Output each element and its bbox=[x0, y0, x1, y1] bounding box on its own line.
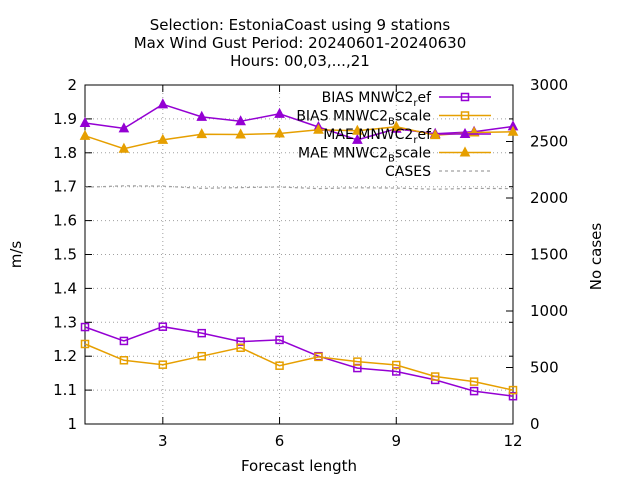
y-tick-label: 1.9 bbox=[53, 110, 77, 128]
data-point bbox=[79, 116, 91, 127]
data-point bbox=[352, 124, 363, 135]
data-point bbox=[314, 352, 323, 362]
data-point bbox=[274, 107, 285, 118]
y-tick-label: 1.8 bbox=[53, 144, 77, 162]
y-tick-label: 1.5 bbox=[53, 246, 77, 264]
legend-label: MAE MNWC2ref bbox=[323, 127, 432, 146]
series-5 bbox=[84, 185, 514, 190]
data-point bbox=[392, 360, 401, 370]
data-point bbox=[469, 386, 479, 396]
data-point bbox=[459, 127, 471, 138]
data-point bbox=[236, 337, 245, 346]
title-line: Selection: EstoniaCoast using 9 stations bbox=[150, 16, 451, 34]
y-tick-label: 1.3 bbox=[53, 313, 77, 331]
y2-tick-label: 0 bbox=[530, 415, 540, 433]
legend-label: CASES bbox=[385, 164, 431, 180]
data-point bbox=[429, 129, 441, 140]
y-tick-label: 2 bbox=[67, 76, 77, 94]
title-line: Max Wind Gust Period: 20240601-20240630 bbox=[134, 34, 467, 52]
data-point bbox=[236, 343, 245, 352]
data-point bbox=[118, 142, 130, 153]
data-point bbox=[275, 361, 284, 370]
x-tick-label: 6 bbox=[275, 432, 285, 450]
data-point bbox=[459, 146, 471, 157]
data-point bbox=[460, 111, 470, 120]
data-point bbox=[353, 357, 362, 366]
data-point bbox=[157, 98, 169, 109]
legend-item: BIAS MNWC2ref bbox=[322, 90, 491, 109]
y-tick-label: 1 bbox=[67, 415, 77, 433]
data-point bbox=[79, 129, 91, 140]
y-tick-label: 1.2 bbox=[53, 347, 77, 365]
data-point bbox=[313, 123, 324, 134]
y2-tick-label: 2500 bbox=[530, 133, 568, 151]
data-point bbox=[119, 336, 129, 346]
legend-label: BIAS MNWC2ref bbox=[322, 90, 432, 109]
data-point bbox=[196, 110, 208, 121]
series-line bbox=[84, 343, 514, 391]
data-point bbox=[80, 322, 90, 332]
series-line bbox=[84, 185, 514, 190]
y-tick-label: 1.4 bbox=[53, 279, 77, 297]
y-tick-label: 1.7 bbox=[53, 178, 77, 196]
x-tick-label: 3 bbox=[158, 432, 168, 450]
data-point bbox=[157, 133, 169, 144]
y2-tick-label: 1000 bbox=[530, 302, 568, 320]
title-line: Hours: 00,03,...,21 bbox=[230, 52, 370, 70]
data-point bbox=[460, 92, 470, 102]
data-point bbox=[158, 322, 168, 331]
data-point bbox=[235, 128, 246, 139]
data-point bbox=[158, 360, 168, 369]
y2-tick-label: 2000 bbox=[530, 189, 568, 207]
y2-tick-label: 1500 bbox=[530, 246, 568, 264]
y-tick-label: 1.6 bbox=[53, 212, 77, 230]
data-point bbox=[119, 356, 129, 365]
x-tick-label: 12 bbox=[503, 432, 522, 450]
legend-item: BIAS MNWC2Bscale bbox=[296, 109, 491, 128]
y2-tick-label: 500 bbox=[530, 359, 559, 377]
data-point bbox=[507, 125, 519, 136]
data-point bbox=[274, 127, 285, 138]
data-point bbox=[508, 391, 518, 401]
x-tick-label: 9 bbox=[391, 432, 401, 450]
y2-tick-label: 3000 bbox=[530, 76, 568, 94]
data-point bbox=[235, 115, 246, 126]
legend-item: CASES bbox=[385, 164, 491, 180]
chart-title: Selection: EstoniaCoast using 9 stations… bbox=[134, 16, 467, 70]
series-1 bbox=[80, 322, 518, 401]
series-4 bbox=[79, 120, 519, 153]
y-axis-left: 1 1.1 1.2 1.3 1.4 1.5 1.6 1.7 1.8 1.9 2 bbox=[53, 76, 513, 433]
legend-item: MAE MNWC2Bscale bbox=[298, 146, 491, 165]
data-point bbox=[196, 128, 208, 139]
data-point bbox=[390, 120, 402, 131]
series-2 bbox=[80, 339, 518, 395]
x-axis-label: Forecast length bbox=[241, 457, 357, 475]
data-point bbox=[197, 351, 206, 361]
series-line bbox=[84, 325, 514, 397]
data-point bbox=[508, 385, 518, 395]
legend-label: BIAS MNWC2Bscale bbox=[296, 109, 431, 128]
y-axis-label: m/s bbox=[7, 241, 25, 269]
data-point bbox=[469, 377, 479, 386]
data-point bbox=[118, 122, 130, 133]
y-axis-right: 0 500 1000 1500 2000 2500 3000 bbox=[506, 76, 568, 433]
legend-item: MAE MNWC2ref bbox=[323, 127, 491, 146]
data-point bbox=[430, 372, 440, 381]
data-point bbox=[197, 328, 206, 338]
data-point bbox=[275, 335, 284, 345]
grid bbox=[85, 85, 513, 424]
y2-axis-label: No cases bbox=[587, 223, 605, 291]
data-point bbox=[352, 133, 363, 144]
data-point bbox=[80, 339, 90, 349]
legend-label: MAE MNWC2Bscale bbox=[298, 146, 431, 165]
y-tick-label: 1.1 bbox=[53, 381, 77, 399]
x-axis: 3 6 9 12 bbox=[158, 85, 523, 450]
